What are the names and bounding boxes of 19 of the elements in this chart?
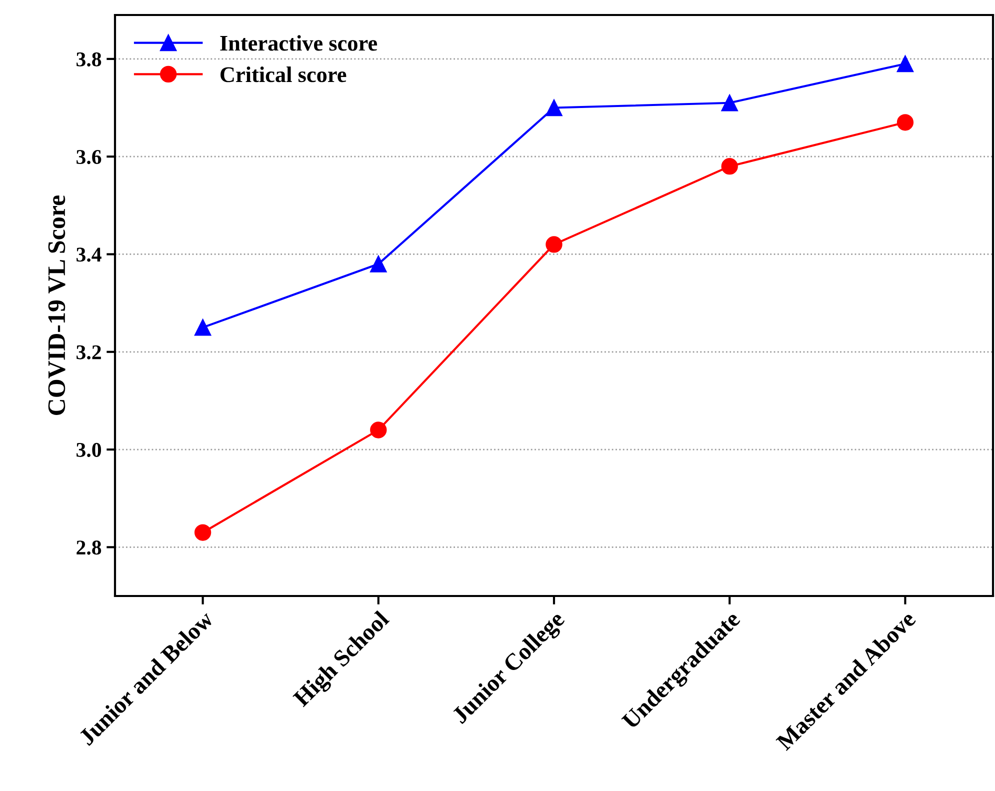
point (721, 158, 738, 175)
point (370, 422, 387, 438)
point (194, 319, 212, 336)
point (721, 94, 738, 112)
point (370, 256, 387, 272)
legend-label: Critical score (220, 66, 346, 82)
point (546, 236, 562, 253)
point (896, 55, 914, 72)
point (194, 524, 212, 541)
y-tick-label: 3.8 (76, 52, 102, 66)
y-tick-label: 3.2 (76, 345, 101, 360)
legend-label: Interactive score (220, 35, 378, 51)
y-tick-label: 2.8 (76, 540, 102, 555)
y-tick-label: 3.4 (76, 248, 102, 262)
y-axis-title: COVID-19 VL Score (48, 195, 66, 415)
y-tick-label: 3.0 (76, 442, 102, 458)
point (546, 99, 562, 116)
y-tick-label: 3.6 (76, 150, 102, 164)
point (896, 114, 914, 131)
